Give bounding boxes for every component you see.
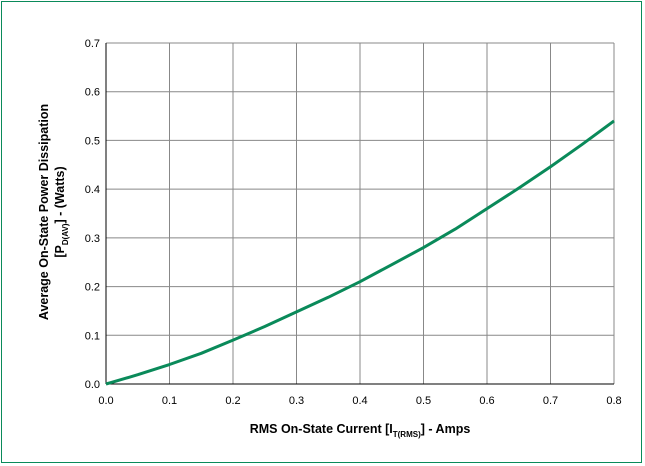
y-axis-title-line1: Average On-State Power Dissipation [37, 104, 51, 320]
x-tick-label-0: 0.0 [98, 395, 113, 407]
y-tick-label-7: 0.7 [85, 38, 100, 50]
x-axis-title: RMS On-State Current [IT(RMS)] - Amps [250, 422, 471, 439]
y-tick-label-4: 0.4 [85, 184, 100, 196]
data-series [105, 119, 615, 386]
grid-lines [105, 42, 615, 385]
y-tick-label-2: 0.2 [85, 282, 100, 294]
x-tick-label-6: 0.6 [479, 395, 494, 407]
x-tick-label-4: 0.4 [352, 395, 367, 407]
y-tick-labels: 0.0 0.1 0.2 0.3 0.4 0.5 0.6 0.7 [85, 38, 100, 391]
y-tick-label-0: 0.0 [85, 379, 100, 391]
y-tick-label-6: 0.6 [85, 87, 100, 99]
x-tick-label-2: 0.2 [225, 395, 240, 407]
y-axis-title: Average On-State Power Dissipation [PD(A… [37, 104, 70, 320]
y-axis-title-line2: [PD(AV)] - (Watts) [53, 166, 70, 257]
y-tick-label-1: 0.1 [85, 330, 100, 342]
x-tick-label-7: 0.7 [543, 395, 558, 407]
x-tick-labels: 0.0 0.1 0.2 0.3 0.4 0.5 0.6 0.7 0.8 [98, 395, 621, 407]
axes [105, 43, 614, 385]
y-tick-label-5: 0.5 [85, 135, 100, 147]
x-tick-label-5: 0.5 [416, 395, 431, 407]
x-tick-label-3: 0.3 [289, 395, 304, 407]
y-tick-label-3: 0.3 [85, 233, 100, 245]
series-line-0 [105, 119, 615, 386]
x-tick-label-8: 0.8 [606, 395, 621, 407]
x-tick-label-1: 0.1 [162, 395, 177, 407]
